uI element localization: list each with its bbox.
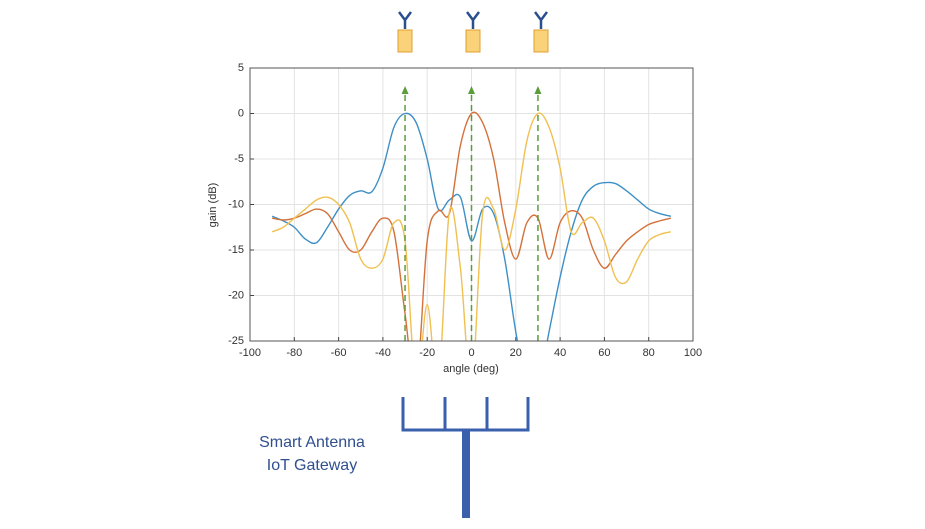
x-tick-label: 80 (643, 347, 655, 359)
plot-frame (249, 67, 694, 342)
series-line (271, 112, 672, 341)
x-axis-label: angle (deg) (443, 363, 499, 375)
x-tick-label: -20 (419, 347, 435, 359)
beam-arrowhead (468, 86, 475, 94)
y-tick-label: -10 (228, 198, 244, 210)
y-tick-label: -25 (228, 335, 244, 347)
x-tick-label: 20 (510, 347, 522, 359)
x-tick-label: -100 (239, 347, 261, 359)
y-tick-label: 0 (238, 107, 244, 119)
gateway-label: IoT Gateway (267, 457, 357, 474)
y-tick-label: -20 (228, 289, 244, 301)
x-tick-label: 60 (598, 347, 610, 359)
beam-arrowhead (534, 86, 542, 94)
x-tick-label: 0 (468, 347, 474, 359)
x-tick-label: 40 (554, 347, 566, 359)
y-tick-label: -5 (234, 153, 244, 165)
gateway-icon (401, 397, 530, 518)
x-tick-label: -40 (375, 347, 391, 359)
series-line (272, 111, 672, 341)
y-tick-label: 5 (238, 62, 244, 74)
x-tick-label: -80 (286, 347, 302, 359)
y-axis-label: gain (dB) (207, 183, 219, 228)
y-tick-label: -15 (228, 244, 244, 256)
beam-arrowhead (401, 86, 409, 94)
antenna-elements (397, 29, 549, 53)
gateway-label: Smart Antenna (259, 434, 365, 451)
x-tick-label: 100 (684, 347, 702, 359)
x-tick-label: -60 (331, 347, 347, 359)
antenna-array (398, 11, 548, 29)
